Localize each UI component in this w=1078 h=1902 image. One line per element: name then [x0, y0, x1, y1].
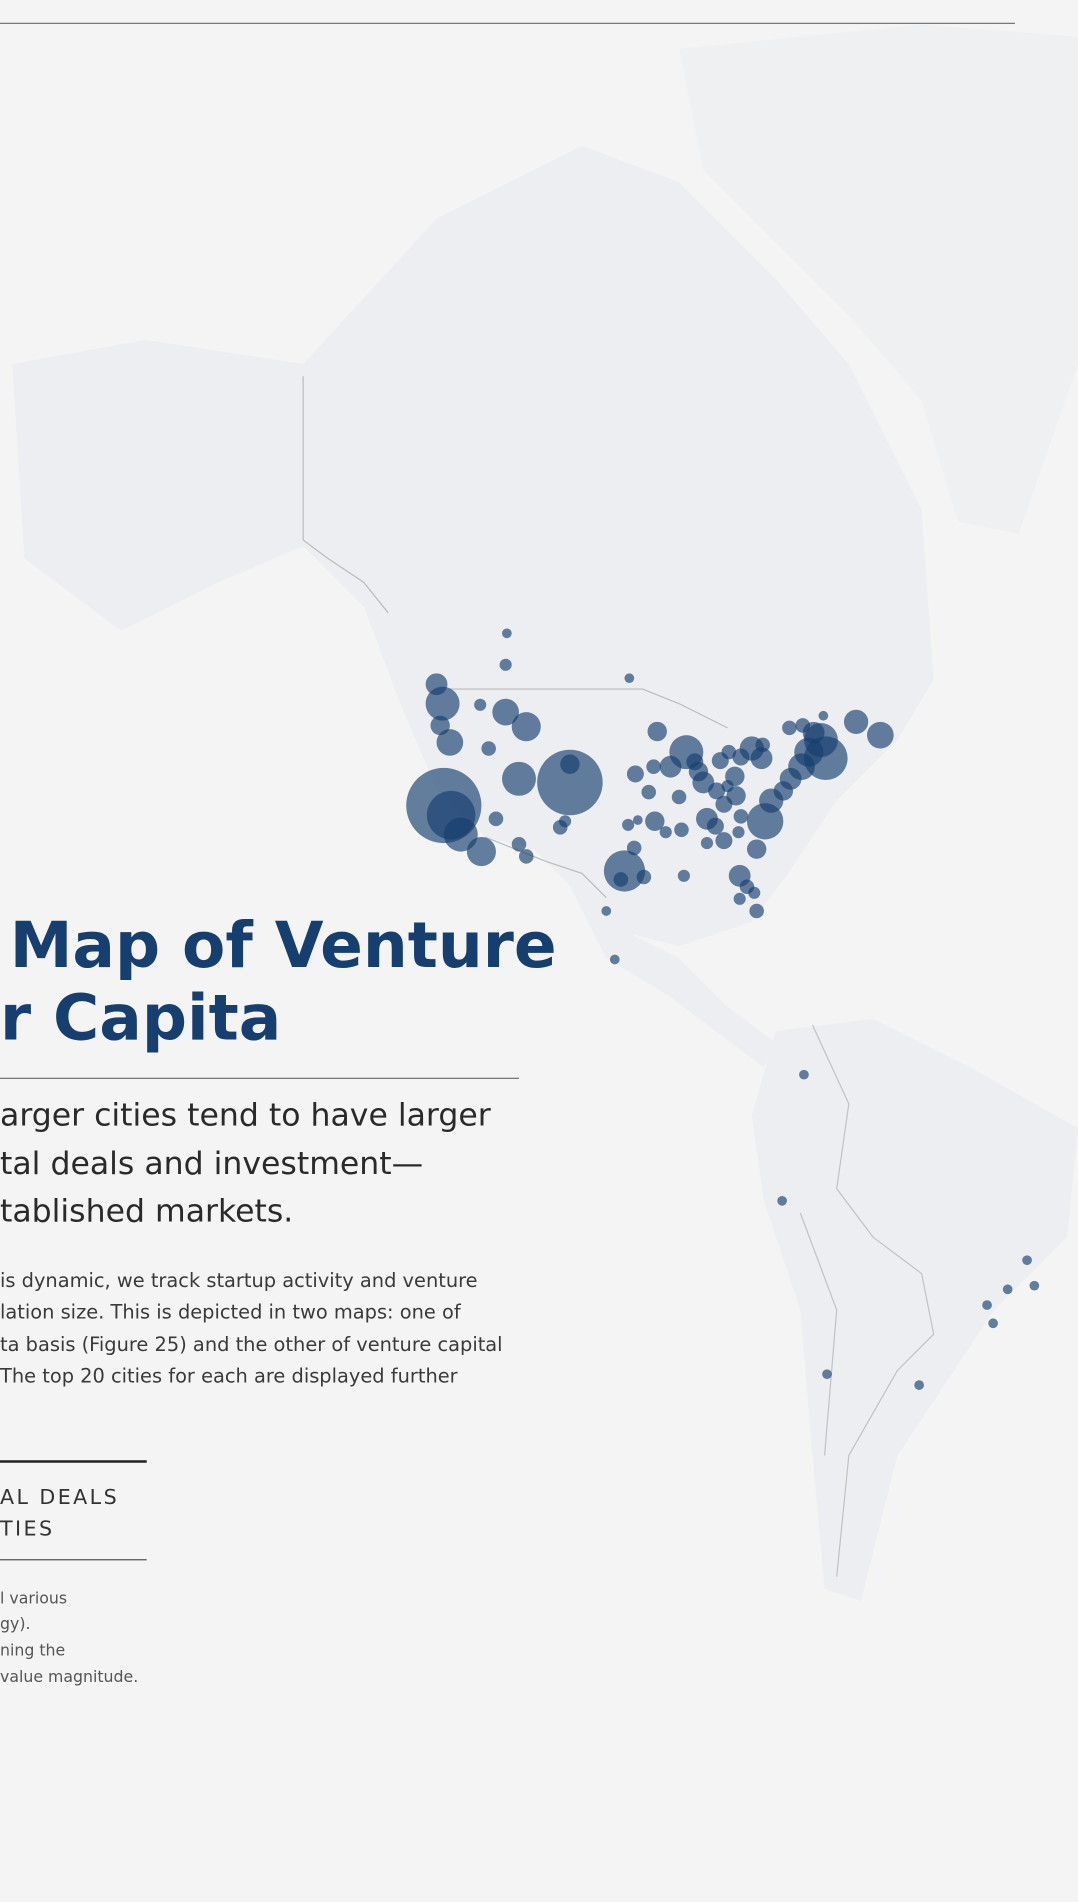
city-bubble — [647, 721, 667, 742]
city-bubble — [609, 954, 620, 965]
body-line: is dynamic, we track startup activity an… — [0, 1269, 478, 1292]
sidebar-heading: AL DEALS — [0, 1485, 119, 1509]
city-bubble — [624, 673, 635, 684]
city-bubble — [843, 709, 869, 734]
city-bubble — [700, 837, 714, 850]
subtitle-line: tal deals and investment— — [0, 1146, 423, 1182]
city-bubble — [502, 761, 536, 796]
city-bubble — [645, 811, 665, 831]
city-bubble — [613, 872, 629, 887]
city-bubble — [443, 817, 478, 852]
city-bubble — [777, 1195, 787, 1206]
land-north-america — [12, 145, 934, 947]
city-bubble — [755, 737, 770, 753]
city-bubble — [914, 1380, 924, 1390]
body-line: lation size. This is depicted in two map… — [0, 1300, 462, 1323]
sidebar-note: l various — [0, 1588, 67, 1607]
borders-south-america — [799, 1024, 935, 1577]
city-bubble — [601, 906, 612, 916]
sidebar-heading: TIES — [0, 1516, 54, 1540]
city-bubble — [641, 784, 657, 800]
city-bubble — [799, 1069, 809, 1080]
city-bubble — [659, 826, 672, 839]
city-bubble — [708, 782, 726, 800]
city-bubble — [671, 789, 687, 805]
city-bubble — [481, 741, 496, 756]
border-us-canada — [302, 376, 728, 729]
title-line: Map of Venture — [10, 908, 557, 982]
city-bubble — [733, 809, 749, 824]
city-bubble — [674, 822, 689, 838]
city-bubble — [715, 832, 733, 850]
city-bubble — [988, 1318, 998, 1329]
city-bubble — [1029, 1280, 1040, 1291]
city-bubble — [721, 744, 737, 760]
city-bubble — [537, 749, 603, 816]
sidebar-note: gy). — [0, 1614, 30, 1633]
city-bubble — [659, 755, 682, 778]
city-bubble — [867, 721, 894, 749]
city-bubble — [706, 817, 724, 835]
title-line: r Capita — [0, 981, 281, 1055]
city-bubble — [795, 718, 811, 733]
city-bubble — [749, 903, 764, 919]
sidebar-note: value magnitude. — [0, 1667, 138, 1686]
city-bubble — [721, 780, 734, 793]
city-bubble — [746, 839, 767, 859]
city-bubble — [466, 837, 496, 867]
city-bubble — [511, 837, 527, 852]
city-bubbles — [406, 628, 1040, 1390]
city-bubble — [1002, 1284, 1013, 1295]
city-bubble — [626, 765, 644, 783]
city-bubble — [474, 698, 487, 711]
land-greenland — [679, 24, 1078, 534]
city-bubble — [732, 748, 750, 766]
city-bubble — [782, 720, 797, 736]
sidebar-note: ning the — [0, 1641, 65, 1660]
city-bubble — [492, 698, 519, 726]
city-bubble — [646, 759, 661, 774]
city-bubble — [425, 686, 460, 721]
city-bubble — [1022, 1255, 1032, 1266]
subtitle-line: arger cities tend to have larger — [0, 1098, 491, 1134]
city-bubble — [560, 754, 580, 774]
city-bubble — [499, 658, 512, 671]
body-line: ta basis (Figure 25) and the other of ve… — [0, 1333, 503, 1356]
city-bubble — [622, 818, 635, 831]
city-bubble — [436, 729, 464, 756]
city-bubble — [632, 815, 643, 825]
city-bubble — [688, 761, 709, 782]
city-bubble — [488, 811, 504, 827]
city-bubble — [518, 849, 534, 864]
city-bubble — [822, 1369, 832, 1380]
city-bubble — [677, 869, 690, 882]
city-bubble — [636, 869, 652, 885]
land-central-america — [569, 885, 777, 1068]
city-bubble — [982, 1300, 992, 1310]
city-bubble — [511, 712, 541, 742]
city-bubble — [732, 826, 745, 839]
subtitle-line: tablished markets. — [0, 1193, 293, 1229]
land-south-america — [751, 1018, 1078, 1601]
city-bubble — [733, 892, 746, 905]
city-bubble — [748, 886, 761, 899]
city-bubble — [803, 736, 848, 781]
map — [12, 24, 1078, 1601]
body-line: The top 20 cities for each are displayed… — [0, 1365, 458, 1388]
city-bubble — [818, 710, 829, 721]
city-bubble — [502, 628, 512, 639]
city-bubble — [559, 815, 572, 828]
